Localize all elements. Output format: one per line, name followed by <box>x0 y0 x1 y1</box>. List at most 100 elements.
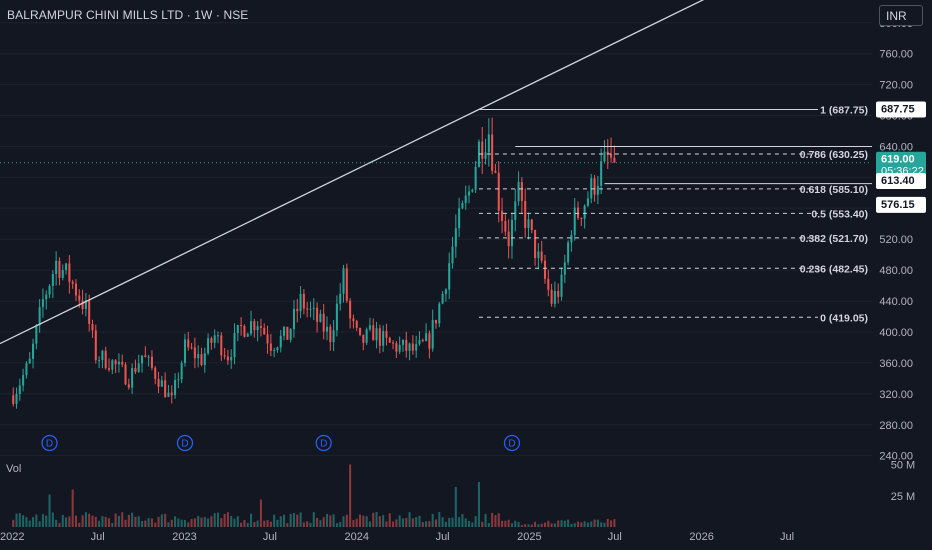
volume-bar <box>230 515 233 527</box>
candle-body <box>537 251 540 258</box>
candle-body <box>408 343 411 351</box>
candle-body <box>573 207 576 235</box>
candle-body <box>88 300 91 324</box>
candle-body <box>593 178 596 195</box>
candle-body <box>368 325 371 330</box>
candle-body <box>167 392 170 397</box>
dividend-marker-letter: D <box>320 439 327 450</box>
volume-bar <box>259 499 262 527</box>
candle-body <box>150 356 153 368</box>
candle-body <box>55 260 58 274</box>
candle-body <box>121 361 124 365</box>
candle-body <box>596 185 599 195</box>
volume-bar <box>65 517 68 527</box>
volume-bar <box>107 518 111 527</box>
candle-body <box>309 308 312 310</box>
volume-bar <box>421 522 424 527</box>
trendline <box>0 0 872 345</box>
price-tick-label: 400.00 <box>879 327 913 339</box>
candle-body <box>520 182 523 201</box>
candle-body <box>335 303 338 331</box>
dividend-marker[interactable] <box>176 434 194 452</box>
volume-bar <box>362 515 365 527</box>
volume-bar <box>183 519 186 527</box>
candle-body <box>610 153 613 158</box>
volume-bar <box>243 520 246 527</box>
candle-body <box>600 161 603 186</box>
candle-body <box>306 308 309 310</box>
dividend-marker[interactable] <box>503 434 521 452</box>
fib-label: 0.618 (585.10) <box>800 184 868 196</box>
volume-bar <box>577 521 580 527</box>
volume-bar <box>200 517 203 527</box>
candle-body <box>236 325 239 333</box>
candle-body <box>111 360 114 370</box>
volume-bar <box>180 519 183 527</box>
volume-bar <box>610 520 613 527</box>
price-tick-label: 320.00 <box>879 389 913 401</box>
candle-body <box>378 328 381 346</box>
volume-bar <box>127 514 130 527</box>
candle-body <box>81 300 84 309</box>
candle-body <box>240 325 243 327</box>
candle-body <box>415 343 418 351</box>
volume-bar <box>187 522 190 527</box>
candle-body <box>38 306 41 326</box>
candle-body <box>606 151 609 154</box>
candle-body <box>210 338 213 343</box>
time-tick-label: Jul <box>780 531 794 543</box>
volume-bar <box>405 518 408 527</box>
volume-bar <box>438 512 441 527</box>
volume-bar <box>71 489 74 527</box>
volume-bar <box>316 517 319 527</box>
volume-bar <box>190 519 193 527</box>
candle-body <box>170 392 173 396</box>
candle-body <box>230 357 233 361</box>
dividend-marker[interactable] <box>315 434 332 452</box>
candle-body <box>207 338 210 354</box>
volume-bar <box>335 523 338 527</box>
candle-body <box>137 363 140 372</box>
candle-body <box>388 337 391 343</box>
volume-bar <box>454 487 457 527</box>
price-tick-label: 240.00 <box>879 451 913 463</box>
price-tick-label: 760.00 <box>879 49 913 61</box>
volume-bar <box>550 523 553 527</box>
volume-bar <box>167 522 170 527</box>
volume-bar <box>527 524 530 527</box>
candle-body <box>286 326 289 340</box>
candle-body <box>461 203 464 209</box>
volume-bar <box>537 524 540 527</box>
dividend-marker[interactable] <box>41 434 58 452</box>
volume-bar <box>491 512 494 527</box>
volume-bar <box>325 513 329 527</box>
volume-bar <box>226 512 229 527</box>
candle-body <box>418 340 421 344</box>
candle-body <box>253 321 256 331</box>
chart-title: BALRAMPUR CHINI MILLS LTD · 1W · NSE <box>7 8 249 22</box>
volume-bar <box>147 518 150 527</box>
volume-bar <box>583 521 586 527</box>
candle-body <box>534 229 537 258</box>
candle-body <box>266 334 269 344</box>
candle-body <box>567 242 570 263</box>
time-tick-label: Jul <box>436 531 450 543</box>
candle-body <box>375 328 378 341</box>
volume-bar <box>372 512 375 527</box>
volume-bar <box>266 520 269 527</box>
volume-bar <box>458 517 461 527</box>
candle-body <box>547 278 550 290</box>
currency-selector[interactable]: INR <box>879 5 923 26</box>
candle-body <box>107 368 111 370</box>
price-tick-label: 480.00 <box>879 265 913 277</box>
candle-body <box>434 320 438 324</box>
volume-label: Vol <box>6 463 22 475</box>
volume-bar <box>131 512 134 527</box>
candle-body <box>527 219 530 228</box>
candle-body <box>385 331 388 338</box>
candle-body <box>577 207 580 219</box>
candle-body <box>187 339 190 348</box>
dividend-marker-letter: D <box>181 439 188 450</box>
candle-body <box>299 293 302 312</box>
